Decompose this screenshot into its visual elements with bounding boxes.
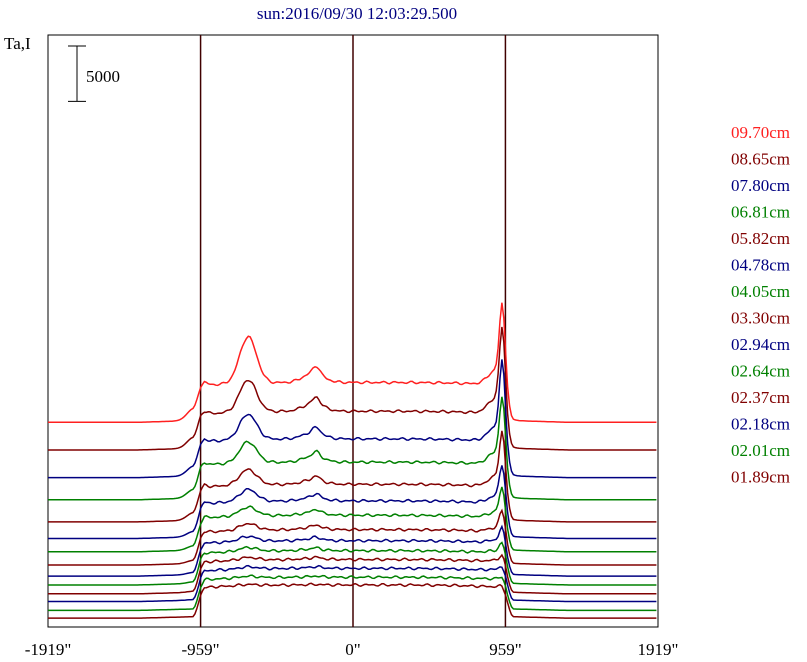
series-line-03.30cm xyxy=(48,508,657,566)
legend-entry: 02.37cm xyxy=(731,388,790,407)
x-tick-label: 1919" xyxy=(638,640,679,659)
series-line-07.80cm xyxy=(48,359,657,479)
x-tick-label: 959" xyxy=(489,640,521,659)
legend-entry: 06.81cm xyxy=(731,203,790,222)
x-tick-labels: -1919" -959" 0" 959" 1919" xyxy=(25,640,679,659)
legend-entry: 05.82cm xyxy=(731,229,790,248)
series-line-08.65cm xyxy=(48,326,657,451)
series-line-09.70cm xyxy=(48,302,657,424)
legend-entry: 09.70cm xyxy=(731,123,790,142)
scale-bar: 5000 xyxy=(68,45,120,102)
x-tick-label: -959" xyxy=(182,640,220,659)
legend: 09.70cm 08.65cm 07.80cm 06.81cm 05.82cm 04.78… xyxy=(731,123,790,487)
series-line-01.89cm xyxy=(48,582,657,619)
x-tick-label: -1919" xyxy=(25,640,72,659)
series-line-04.05cm xyxy=(48,486,657,553)
series-line-02.64cm xyxy=(48,541,657,586)
legend-entry: 08.65cm xyxy=(731,150,790,169)
legend-entry: 02.18cm xyxy=(731,415,790,434)
legend-entry: 04.78cm xyxy=(731,256,790,275)
legend-entry: 01.89cm xyxy=(731,468,790,487)
series-line-04.78cm xyxy=(48,465,657,540)
scale-bar-label: 5000 xyxy=(86,67,120,86)
legend-entry: 02.01cm xyxy=(731,441,790,460)
series-line-06.81cm xyxy=(48,396,657,501)
legend-entry: 07.80cm xyxy=(731,176,790,195)
chart-title: sun:2016/09/30 12:03:29.500 xyxy=(257,4,457,23)
y-axis-label: Ta,I xyxy=(4,34,31,53)
series-line-02.01cm xyxy=(48,574,657,612)
legend-entry: 02.94cm xyxy=(731,335,790,354)
legend-entry: 03.30cm xyxy=(731,309,790,328)
x-tick-label: 0" xyxy=(345,640,360,659)
series-line-05.82cm xyxy=(48,430,657,523)
legend-entry: 02.64cm xyxy=(731,362,790,381)
series-line-02.18cm xyxy=(48,564,657,603)
legend-entry: 04.05cm xyxy=(731,282,790,301)
series-lines xyxy=(48,302,657,619)
series-line-02.37cm xyxy=(48,553,657,595)
series-line-02.94cm xyxy=(48,524,657,577)
